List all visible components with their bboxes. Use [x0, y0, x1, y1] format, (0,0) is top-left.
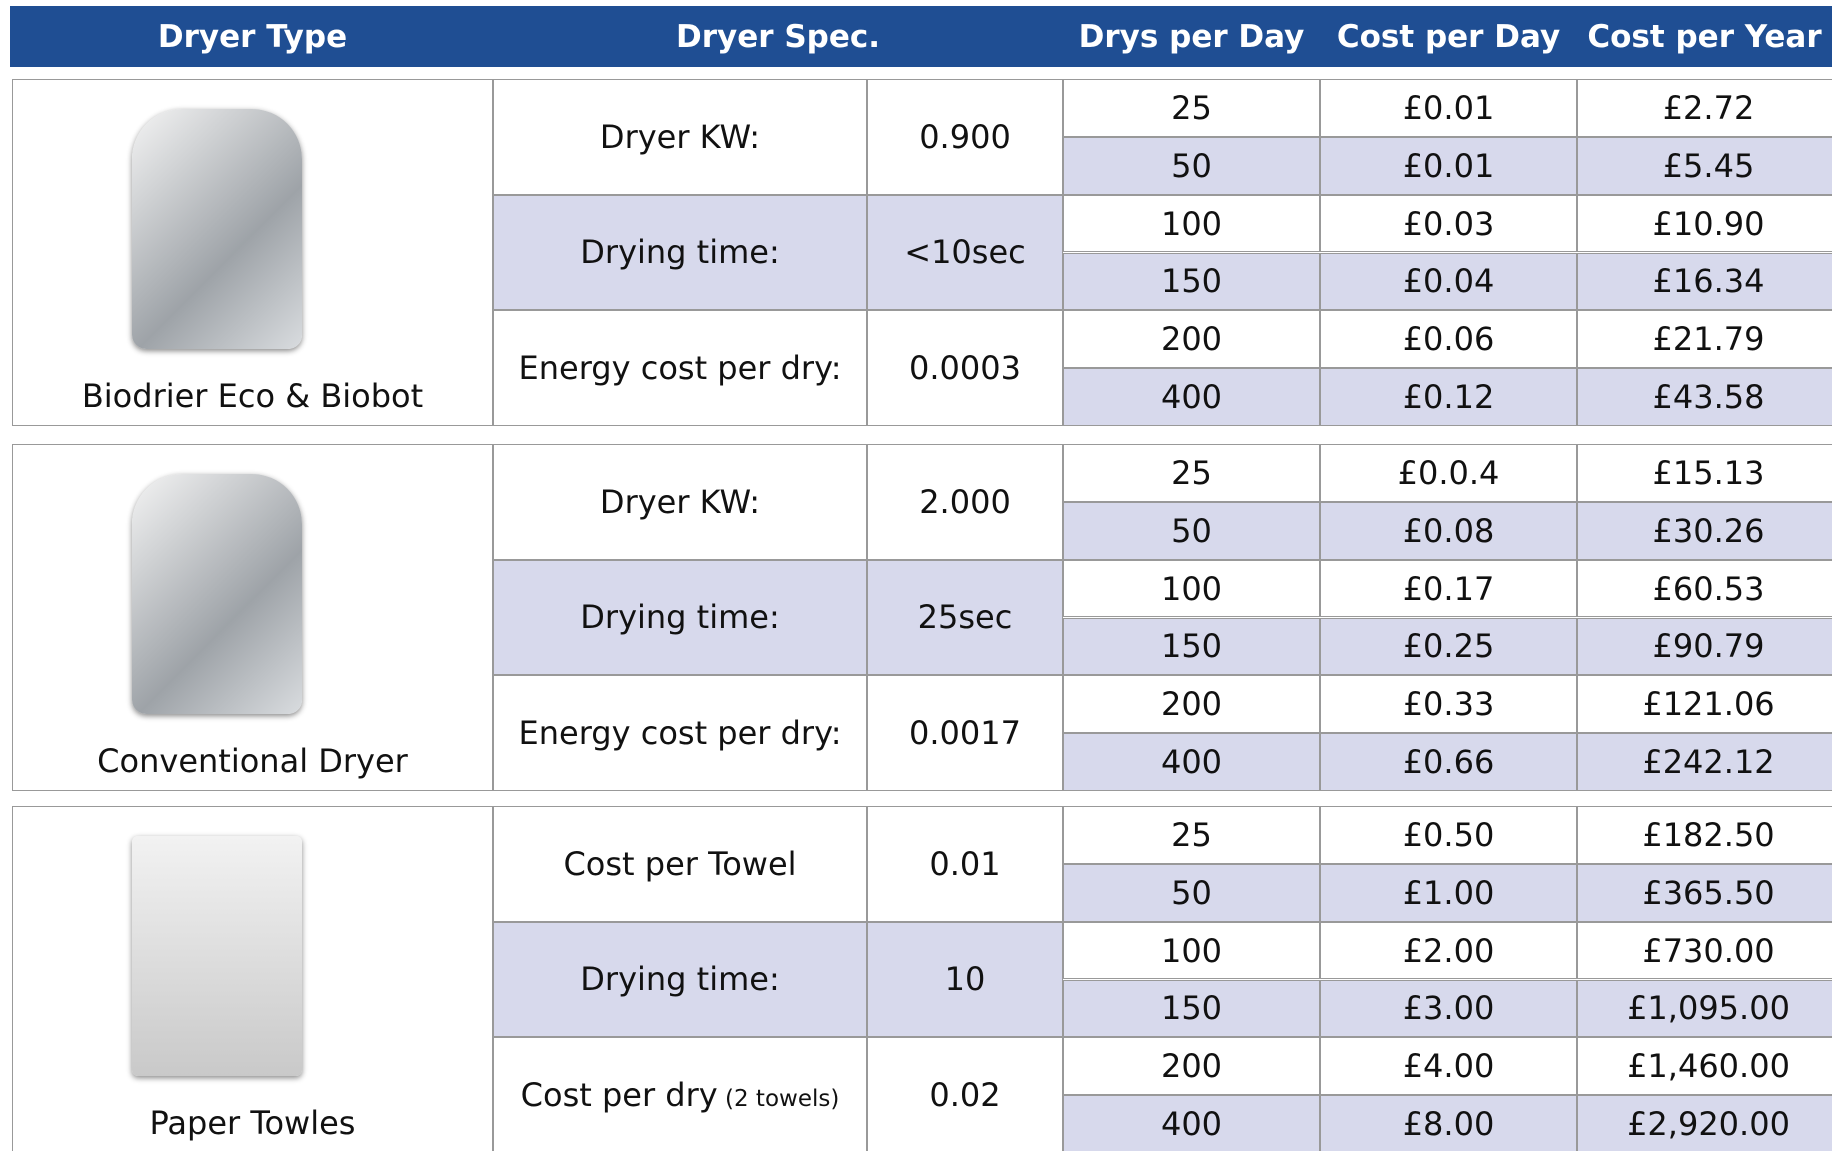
- spec-value: 0.0017: [867, 675, 1063, 791]
- cost-per-day: £0.0.4: [1320, 444, 1577, 502]
- drys-per-day: 100: [1063, 922, 1320, 980]
- drys-per-day: 100: [1063, 195, 1320, 253]
- drys-per-day: 200: [1063, 1037, 1320, 1095]
- spec-label-text: Cost per Towel: [563, 845, 796, 883]
- spec-value: 25sec: [867, 560, 1063, 676]
- cost-per-year: £1,460.00: [1577, 1037, 1832, 1095]
- cost-per-day: £0.66: [1320, 733, 1577, 791]
- cost-per-year: £1,095.00: [1577, 980, 1832, 1038]
- product-image: [132, 109, 302, 349]
- cost-per-day: £1.00: [1320, 864, 1577, 922]
- column-header: Drys per Day: [1063, 6, 1320, 67]
- cost-per-day: £0.01: [1320, 79, 1577, 137]
- cost-per-day: £0.50: [1320, 806, 1577, 864]
- cost-per-day: £3.00: [1320, 980, 1577, 1038]
- spec-value: 0.0003: [867, 310, 1063, 426]
- page: Dryer TypeDryer Spec.Drys per DayCost pe…: [0, 0, 1832, 1151]
- cost-per-year: £43.58: [1577, 368, 1832, 426]
- cost-per-year: £121.06: [1577, 675, 1832, 733]
- spec-value: 0.02: [867, 1037, 1063, 1151]
- cost-per-year: £242.12: [1577, 733, 1832, 791]
- cost-per-day: £0.04: [1320, 253, 1577, 311]
- drys-per-day: 25: [1063, 806, 1320, 864]
- column-header: Dryer Type: [12, 6, 493, 67]
- cost-per-year: £365.50: [1577, 864, 1832, 922]
- drys-per-day: 400: [1063, 1095, 1320, 1151]
- cost-per-year: £2.72: [1577, 79, 1832, 137]
- dryer-name: Conventional Dryer: [97, 742, 408, 780]
- column-header: Cost per Day: [1320, 6, 1577, 67]
- drys-per-day: 50: [1063, 137, 1320, 195]
- drys-per-day: 25: [1063, 444, 1320, 502]
- drys-per-day: 50: [1063, 864, 1320, 922]
- column-header: Cost per Year: [1577, 6, 1832, 67]
- cost-per-day: £0.06: [1320, 310, 1577, 368]
- dryer-name: Paper Towles: [150, 1104, 356, 1142]
- spec-label-text: Dryer KW:: [600, 483, 760, 521]
- drys-per-day: 400: [1063, 733, 1320, 791]
- spec-note: (2 towels): [718, 1086, 840, 1112]
- spec-value: 0.900: [867, 79, 1063, 195]
- cost-per-year: £16.34: [1577, 253, 1832, 311]
- cost-per-day: £0.25: [1320, 618, 1577, 676]
- spec-label: Energy cost per dry:: [493, 675, 867, 791]
- cost-per-year: £90.79: [1577, 618, 1832, 676]
- cost-per-year: £10.90: [1577, 195, 1832, 253]
- spec-label: Drying time:: [493, 922, 867, 1038]
- drys-per-day: 100: [1063, 560, 1320, 618]
- spec-label: Drying time:: [493, 195, 867, 311]
- spec-label: Dryer KW:: [493, 444, 867, 560]
- spec-label-text: Drying time:: [580, 960, 779, 998]
- product-image: [132, 474, 302, 714]
- spec-label-text: Drying time:: [580, 233, 779, 271]
- drys-per-day: 400: [1063, 368, 1320, 426]
- spec-label-text: Cost per dry: [521, 1076, 718, 1114]
- product-image: [132, 836, 302, 1076]
- spec-label: Drying time:: [493, 560, 867, 676]
- spec-label-text: Drying time:: [580, 598, 779, 636]
- spec-label-text: Energy cost per dry:: [519, 714, 842, 752]
- dryer-name: Biodrier Eco & Biobot: [82, 377, 423, 415]
- spec-label: Cost per dry (2 towels): [493, 1037, 867, 1151]
- cost-per-year: £60.53: [1577, 560, 1832, 618]
- cost-per-day: £0.03: [1320, 195, 1577, 253]
- drys-per-day: 200: [1063, 675, 1320, 733]
- cost-per-day: £0.17: [1320, 560, 1577, 618]
- cost-per-day: £0.33: [1320, 675, 1577, 733]
- drys-per-day: 50: [1063, 502, 1320, 560]
- cost-per-day: £0.12: [1320, 368, 1577, 426]
- cost-per-year: £730.00: [1577, 922, 1832, 980]
- spec-value: 2.000: [867, 444, 1063, 560]
- drys-per-day: 200: [1063, 310, 1320, 368]
- spec-value: 10: [867, 922, 1063, 1038]
- spec-label: Dryer KW:: [493, 79, 867, 195]
- spec-label-text: Dryer KW:: [600, 118, 760, 156]
- cost-per-day: £2.00: [1320, 922, 1577, 980]
- cost-per-day: £0.08: [1320, 502, 1577, 560]
- spec-value: <10sec: [867, 195, 1063, 311]
- spec-value: 0.01: [867, 806, 1063, 922]
- spec-label: Cost per Towel: [493, 806, 867, 922]
- drys-per-day: 25: [1063, 79, 1320, 137]
- cost-per-year: £15.13: [1577, 444, 1832, 502]
- cost-per-day: £0.01: [1320, 137, 1577, 195]
- spec-label-text: Energy cost per dry:: [519, 349, 842, 387]
- cost-per-year: £21.79: [1577, 310, 1832, 368]
- drys-per-day: 150: [1063, 253, 1320, 311]
- cost-per-year: £2,920.00: [1577, 1095, 1832, 1151]
- cost-per-day: £4.00: [1320, 1037, 1577, 1095]
- drys-per-day: 150: [1063, 980, 1320, 1038]
- column-header: Dryer Spec.: [493, 6, 1063, 67]
- drys-per-day: 150: [1063, 618, 1320, 676]
- cost-per-year: £5.45: [1577, 137, 1832, 195]
- cost-per-day: £8.00: [1320, 1095, 1577, 1151]
- spec-label: Energy cost per dry:: [493, 310, 867, 426]
- cost-per-year: £182.50: [1577, 806, 1832, 864]
- cost-per-year: £30.26: [1577, 502, 1832, 560]
